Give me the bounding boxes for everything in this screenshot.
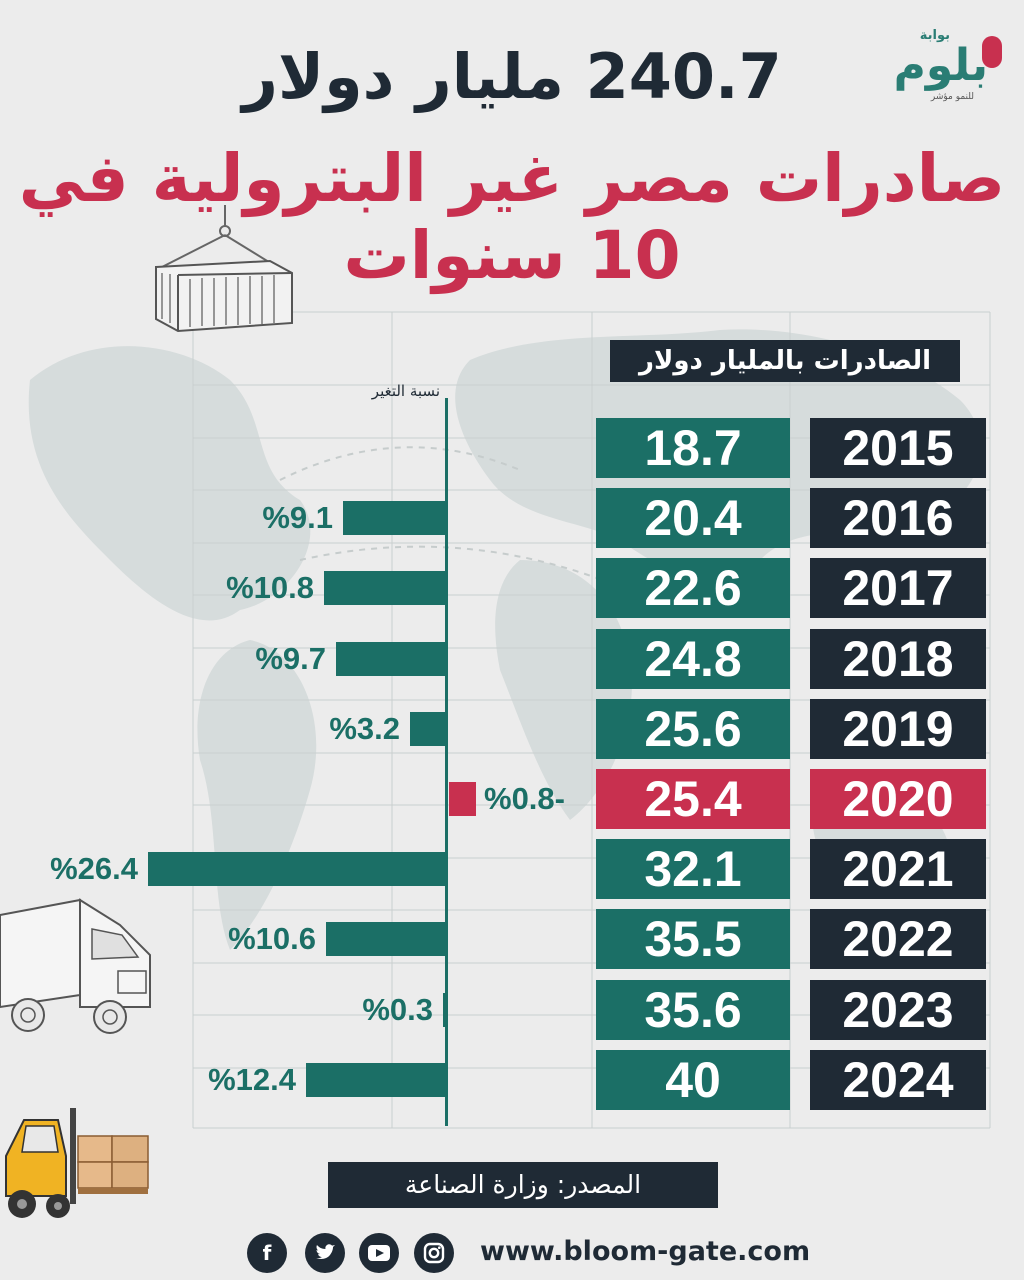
value-cell: 32.1 xyxy=(596,839,790,899)
change-axis-label: نسبة التغير xyxy=(371,382,440,400)
brand-logo: بوابة بلوم للنمو مؤشر xyxy=(880,18,1020,108)
website-link[interactable]: www.bloom-gate.com xyxy=(480,1236,811,1267)
change-bar xyxy=(443,993,446,1027)
change-bar xyxy=(324,571,446,605)
table-row: 25.4 2020 xyxy=(596,769,986,829)
youtube-icon[interactable] xyxy=(359,1233,399,1273)
table-row: 20.4 2016 xyxy=(596,488,986,548)
change-label: %9.1 xyxy=(262,500,333,535)
table-row: 24.8 2018 xyxy=(596,629,986,689)
value-cell: 35.5 xyxy=(596,909,790,969)
year-cell: 2019 xyxy=(810,699,986,759)
change-label: %26.4 xyxy=(50,851,138,886)
truck-icon xyxy=(0,898,151,1034)
title-line-1: 240.7 مليار دولار xyxy=(242,40,783,113)
year-cell: 2024 xyxy=(810,1050,986,1110)
change-bar xyxy=(326,922,446,956)
change-axis-line xyxy=(445,398,448,1126)
change-bar xyxy=(343,501,446,535)
value-cell: 20.4 xyxy=(596,488,790,548)
change-label: %0.3 xyxy=(362,992,433,1027)
logo-brand-text: بلوم xyxy=(893,40,988,91)
year-cell: 2015 xyxy=(810,418,986,478)
year-cell: 2022 xyxy=(810,909,986,969)
table-row: 32.1 2021 xyxy=(596,839,986,899)
twitter-icon[interactable] xyxy=(305,1233,345,1273)
value-cell: 40 xyxy=(596,1050,790,1110)
table-row: 40 2024 xyxy=(596,1050,986,1110)
table-row: 25.6 2019 xyxy=(596,699,986,759)
value-cell: 18.7 xyxy=(596,418,790,478)
change-label: %12.4 xyxy=(208,1062,296,1097)
year-cell: 2016 xyxy=(810,488,986,548)
instagram-icon[interactable] xyxy=(414,1233,454,1273)
table-row: 22.6 2017 xyxy=(596,558,986,618)
change-bar xyxy=(148,852,446,886)
year-cell: 2018 xyxy=(810,629,986,689)
value-cell: 22.6 xyxy=(596,558,790,618)
source-label: المصدر: وزارة الصناعة xyxy=(328,1162,718,1208)
change-label: %3.2 xyxy=(329,711,400,746)
change-label: %0.8- xyxy=(484,781,565,816)
title-line-2: صادرات مصر غير البترولية في 10 سنوات xyxy=(18,140,1006,294)
change-bar xyxy=(306,1063,446,1097)
year-cell: 2017 xyxy=(810,558,986,618)
change-bar xyxy=(410,712,446,746)
facebook-icon[interactable]: f xyxy=(247,1233,287,1273)
table-row: 35.5 2022 xyxy=(596,909,986,969)
year-cell: 2021 xyxy=(810,839,986,899)
logo-tagline: للنمو مؤشر xyxy=(930,92,974,102)
change-label: %10.8 xyxy=(226,570,314,605)
microphone-icon xyxy=(982,36,1002,68)
year-cell: 2023 xyxy=(810,980,986,1040)
year-cell: 2020 xyxy=(810,769,986,829)
value-cell: 24.8 xyxy=(596,629,790,689)
change-bar xyxy=(336,642,446,676)
value-cell: 35.6 xyxy=(596,980,790,1040)
table-row: 18.7 2015 xyxy=(596,418,986,478)
change-label: %10.6 xyxy=(228,921,316,956)
shipping-container-icon xyxy=(155,205,293,333)
value-cell: 25.6 xyxy=(596,699,790,759)
change-label: %9.7 xyxy=(255,641,326,676)
forklift-icon xyxy=(5,1108,149,1218)
table-row: 35.6 2023 xyxy=(596,980,986,1040)
table-header: الصادرات بالمليار دولار xyxy=(610,340,960,382)
value-cell: 25.4 xyxy=(596,769,790,829)
change-bar xyxy=(449,782,476,816)
logo-small-text: بوابة xyxy=(919,28,950,43)
